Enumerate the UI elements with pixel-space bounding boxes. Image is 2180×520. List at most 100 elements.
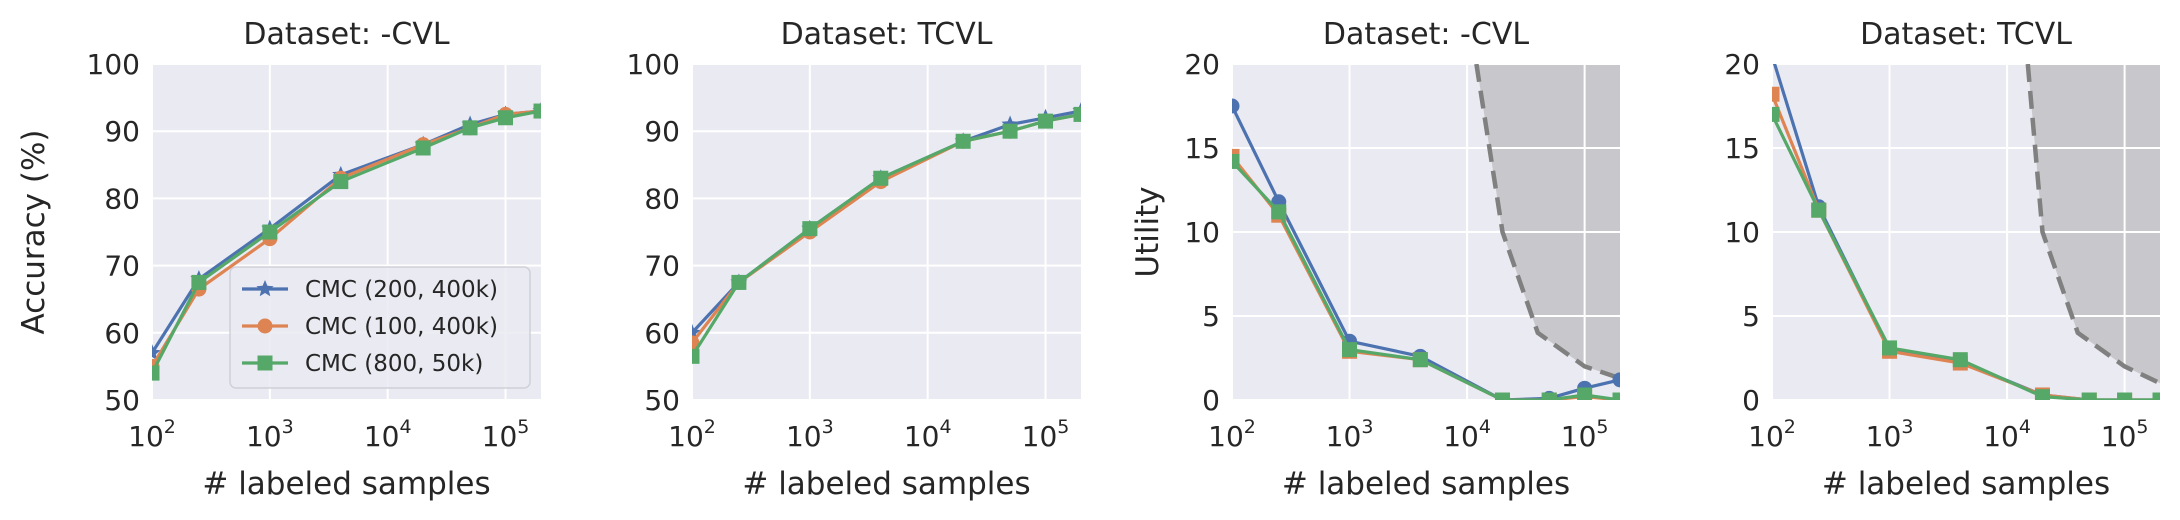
- data-point: [1232, 98, 1240, 114]
- x-tick-label: 105: [482, 416, 530, 453]
- data-point: [1494, 392, 1510, 400]
- chart-panel-4: Dataset: TCVL 0 5 10 15 20 102 103 104 105 # label…: [1724, 17, 2160, 502]
- data-point: [1232, 153, 1240, 169]
- data-point: [1811, 202, 1827, 218]
- y-tick-label: 5: [1742, 300, 1760, 333]
- data-point: [262, 224, 278, 240]
- data-point: [152, 365, 160, 381]
- y-tick-label: 50: [644, 384, 680, 417]
- x-tick-label: 102: [1208, 416, 1256, 453]
- data-point: [1612, 392, 1620, 400]
- chart-panel-2: Dataset: TCVL 50 60 70 80 90 100 102 103 104 105 # …: [627, 17, 1081, 502]
- legend-marker: [257, 318, 273, 334]
- x-tick-label: 104: [1443, 416, 1491, 453]
- x-tick-label: 104: [904, 416, 952, 453]
- chart-title: Dataset: -CVL: [243, 17, 449, 52]
- y-tick-label: 70: [644, 250, 680, 283]
- y-tick-label: 90: [644, 115, 680, 148]
- y-tick-label: 60: [644, 317, 680, 350]
- x-tick-label: 105: [1022, 416, 1070, 453]
- data-point: [873, 170, 889, 186]
- x-axis-label: # labeled samples: [202, 466, 490, 502]
- legend-entry: CMC (200, 400k): [305, 277, 498, 303]
- y-tick-label: 15: [1724, 132, 1760, 165]
- data-point: [802, 221, 818, 237]
- data-point: [1765, 49, 1779, 63]
- data-point: [955, 133, 971, 149]
- y-tick-label: 100: [627, 48, 680, 81]
- x-tick-label: 102: [1748, 416, 1796, 453]
- data-point: [1577, 387, 1593, 400]
- y-tick-label: 50: [104, 384, 140, 417]
- data-point: [415, 140, 431, 156]
- legend-marker: [257, 355, 273, 371]
- x-tick-label: 104: [364, 416, 412, 453]
- legend: CMC (200, 400k) CMC (100, 400k) CMC (800, …: [229, 266, 531, 389]
- data-point: [333, 174, 349, 190]
- data-point: [1342, 342, 1358, 358]
- data-point: [152, 344, 161, 361]
- x-tick-label: 102: [668, 416, 716, 453]
- series-3: [1232, 153, 1620, 400]
- series-3: [1772, 106, 2160, 400]
- x-tick-label: 103: [786, 416, 834, 453]
- y-tick-label: 80: [104, 182, 140, 215]
- x-tick-label: 102: [128, 416, 176, 453]
- legend-box: [229, 266, 531, 389]
- x-tick-label: 103: [246, 416, 294, 453]
- x-tick-label: 105: [2101, 416, 2149, 453]
- y-tick-label: 80: [644, 182, 680, 215]
- chart-title: Dataset: TCVL: [1860, 17, 2072, 52]
- data-point: [498, 110, 514, 126]
- legend-entry: CMC (800, 50k): [305, 351, 483, 377]
- data-point: [1541, 392, 1557, 400]
- data-point: [191, 274, 207, 290]
- data-point: [1002, 123, 1018, 139]
- data-point: [2152, 392, 2160, 400]
- y-tick-label: 60: [104, 317, 140, 350]
- chart-panel-3: Dataset: -CVL 0 5 10 15 20 102 103 104 105 # label…: [1130, 17, 1620, 502]
- x-tick-label: 104: [1983, 416, 2031, 453]
- y-axis-label: Accuracy (%): [16, 129, 52, 334]
- x-tick-label: 103: [1326, 416, 1374, 453]
- legend-entry: CMC (100, 400k): [305, 314, 498, 340]
- data-point: [1271, 204, 1287, 220]
- data-point: [1612, 372, 1620, 388]
- y-axis-label: Utility: [1130, 186, 1166, 277]
- data-point: [2034, 389, 2050, 400]
- y-tick-label: 20: [1184, 48, 1220, 81]
- series-3: [692, 106, 1081, 364]
- chart-panel-1: Dataset: -CVL 50 60 70 80 90 100 102 103 104 105 # …: [16, 17, 541, 502]
- y-tick-label: 20: [1724, 48, 1760, 81]
- data-point: [462, 120, 478, 136]
- x-axis-label: # labeled samples: [742, 466, 1030, 502]
- x-tick-label: 105: [1561, 416, 1609, 453]
- data-point: [1073, 106, 1081, 122]
- data-point: [2081, 392, 2097, 400]
- boundary-line: [1474, 64, 1620, 381]
- data-point: [1772, 106, 1780, 122]
- series-3: [152, 103, 541, 381]
- series-line: [1772, 113, 2160, 400]
- data-point: [533, 103, 541, 119]
- data-point: [731, 274, 747, 290]
- boundary-line: [2025, 64, 2160, 386]
- y-tick-label: 90: [104, 115, 140, 148]
- x-tick-label: 103: [1866, 416, 1914, 453]
- y-tick-label: 100: [87, 48, 140, 81]
- y-tick-label: 15: [1184, 132, 1220, 165]
- data-point: [2117, 392, 2133, 400]
- chart-title: Dataset: TCVL: [781, 17, 993, 52]
- data-point: [1038, 113, 1054, 129]
- chart-title: Dataset: -CVL: [1323, 17, 1529, 52]
- y-tick-label: 70: [104, 250, 140, 283]
- data-point: [1772, 86, 1780, 102]
- x-axis-label: # labeled samples: [1822, 466, 2110, 502]
- y-tick-label: 0: [1202, 384, 1220, 417]
- y-tick-label: 0: [1742, 384, 1760, 417]
- data-point: [692, 348, 700, 364]
- legend-marker: [256, 280, 274, 297]
- plot-background: [692, 64, 1081, 400]
- data-point: [1882, 340, 1898, 356]
